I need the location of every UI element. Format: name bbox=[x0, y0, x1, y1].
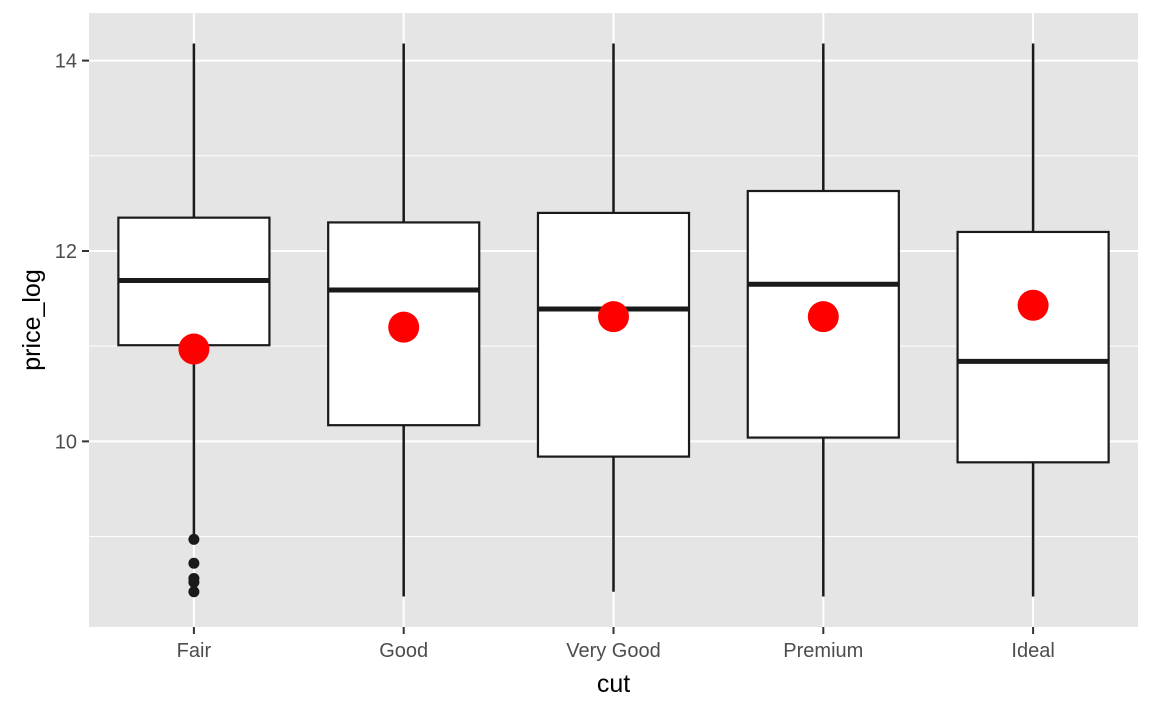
mean-point-fair bbox=[178, 333, 210, 365]
x-axis-title: cut bbox=[597, 670, 630, 698]
mean-point-good bbox=[388, 311, 420, 343]
y-axis-title: price_log bbox=[18, 269, 46, 370]
mean-point-ideal bbox=[1017, 289, 1049, 321]
outlier-fair-3 bbox=[188, 576, 200, 588]
x-tick-label-premium: Premium bbox=[783, 640, 863, 662]
x-tick-label-very-good: Very Good bbox=[566, 640, 661, 662]
y-tick-label-14: 14 bbox=[55, 51, 77, 73]
box-rect-very-good bbox=[536, 211, 691, 458]
outlier-fair-0 bbox=[188, 533, 200, 545]
mean-point-premium bbox=[807, 301, 839, 333]
box-very-good bbox=[536, 43, 691, 592]
x-tick-label-good: Good bbox=[379, 640, 428, 662]
y-tick-label-12: 12 bbox=[55, 241, 77, 263]
y-axis: 10 12 14 bbox=[55, 51, 89, 453]
box-ideal bbox=[956, 43, 1110, 597]
x-axis: Fair Good Very Good Premium Ideal bbox=[177, 627, 1055, 662]
mean-point-very-good bbox=[598, 301, 629, 333]
mean-points bbox=[178, 289, 1049, 365]
outlier-fair-4 bbox=[188, 586, 200, 598]
box-series bbox=[117, 43, 1110, 598]
y-tick-label-10: 10 bbox=[55, 431, 77, 453]
box-rect-ideal bbox=[956, 230, 1110, 464]
x-tick-label-ideal: Ideal bbox=[1011, 640, 1054, 662]
x-tick-label-fair: Fair bbox=[177, 640, 212, 662]
outlier-fair-1 bbox=[188, 557, 200, 569]
